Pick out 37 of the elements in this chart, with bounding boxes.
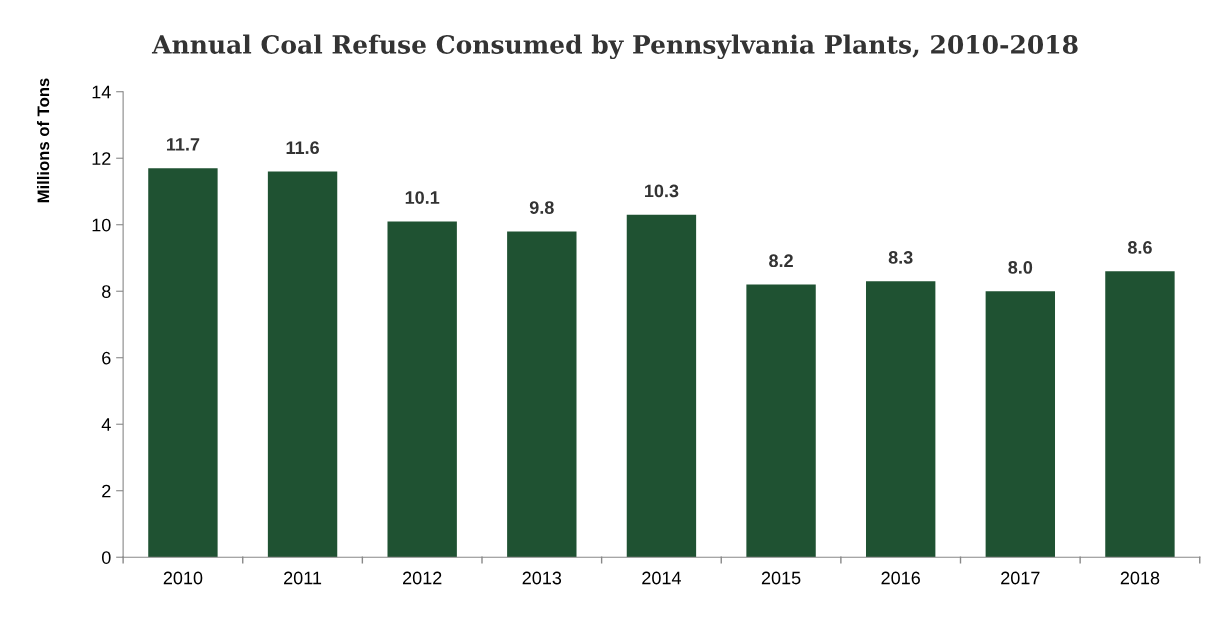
bar [387, 221, 457, 558]
y-tick-label: 6 [102, 351, 111, 365]
data-label: 10.3 [645, 184, 679, 198]
bar [267, 171, 338, 558]
data-label: 9.8 [529, 201, 554, 214]
y-tick-label: 2 [102, 484, 111, 498]
x-tick-label: 2016 [881, 571, 920, 585]
x-tick-label: 2013 [522, 571, 562, 585]
y-tick-label: 8 [102, 285, 111, 298]
x-tick-label: 2014 [642, 571, 681, 585]
y-tick-label: 14 [92, 85, 111, 99]
y-tick-label: 12 [92, 152, 111, 165]
bar [626, 214, 697, 558]
x-tick-label: 2018 [1120, 571, 1160, 585]
bar [866, 281, 936, 558]
x-tick-label: 2012 [403, 571, 442, 585]
y-axis-title: Millions of Tons [36, 78, 50, 203]
data-label: 8.3 [888, 251, 913, 264]
bar [1105, 271, 1175, 558]
y-tick-label: 10 [92, 218, 111, 232]
data-label: 11.6 [286, 141, 319, 155]
data-label: 8.6 [1127, 241, 1152, 254]
data-label: 10.1 [405, 191, 440, 204]
bar [148, 168, 218, 558]
bar [746, 284, 816, 558]
y-tick-label: 0 [101, 551, 111, 564]
data-label: 8.0 [1008, 260, 1033, 274]
x-tick-label: 2010 [163, 571, 203, 585]
y-tick-label: 4 [101, 418, 111, 431]
bar [507, 231, 577, 558]
x-tick-label: 2017 [1001, 571, 1040, 585]
bar [985, 291, 1056, 558]
data-label: 8.2 [769, 254, 793, 268]
data-label: 11.7 [166, 138, 200, 151]
chart-title: Annual Coal Refuse Consumed by Pennsylvania Plants, 2010-2018 [151, 34, 1078, 60]
x-tick-label: 2011 [284, 571, 322, 585]
x-tick-label: 2015 [761, 571, 801, 585]
